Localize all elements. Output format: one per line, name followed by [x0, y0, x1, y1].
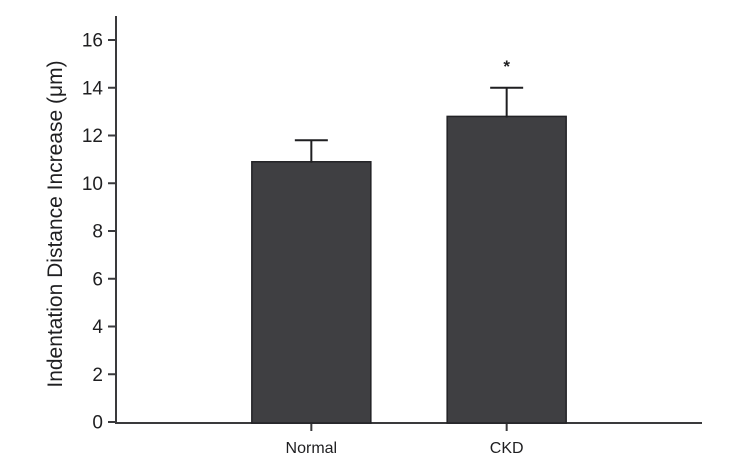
y-tick-label-2: 2 — [92, 365, 103, 386]
y-tick-label-6: 6 — [92, 269, 103, 290]
error-bar-normal — [294, 139, 328, 163]
x-tick-label-ckd: CKD — [490, 440, 524, 457]
error-bar-ckd — [490, 86, 524, 118]
y-tick-label-10: 10 — [82, 174, 103, 195]
y-tick-label-4: 4 — [92, 317, 103, 338]
y-tick-label-14: 14 — [82, 78, 104, 99]
y-tick-label-0: 0 — [92, 413, 103, 434]
y-tick-label-12: 12 — [82, 126, 103, 147]
x-tick-label-normal: Normal — [286, 440, 338, 457]
significance-asterisk-ckd: * — [503, 57, 510, 76]
bar-ckd — [446, 115, 567, 424]
y-tick-label-16: 16 — [82, 31, 103, 52]
y-tick-label-8: 8 — [92, 222, 103, 243]
bar-normal — [251, 161, 372, 424]
